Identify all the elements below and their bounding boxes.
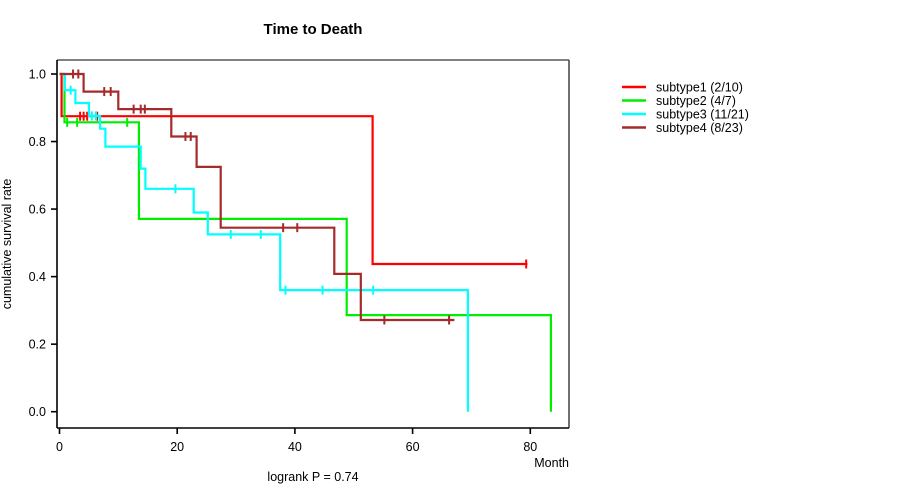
x-tick-label: 20 [170, 440, 184, 454]
y-tick-label: 0.8 [29, 135, 46, 149]
y-tick-label: 0.0 [29, 405, 46, 419]
legend-label: subtype1 (2/10) [656, 80, 743, 94]
legend-label: subtype3 (11/21) [656, 107, 749, 121]
y-axis-label: cumulative survival rate [0, 179, 14, 310]
plot-frame [56, 59, 570, 429]
survival-curve-subtype2 [59, 72, 553, 412]
x-tick-label: 0 [56, 440, 63, 454]
y-tick-label: 1.0 [29, 67, 46, 81]
x-tick-label: 80 [523, 440, 537, 454]
y-tick-label: 0.6 [29, 202, 46, 216]
legend: subtype1 (2/10)subtype2 (4/7)subtype3 (1… [622, 80, 749, 135]
series-curves [59, 69, 553, 412]
survival-curve-subtype1 [59, 72, 528, 266]
x-tick-label: 60 [406, 440, 420, 454]
legend-label: subtype2 (4/7) [656, 94, 736, 108]
y-tick-label: 0.4 [29, 270, 46, 284]
chart-title: Time to Death [264, 21, 363, 38]
x-tick-label: 40 [288, 440, 302, 454]
x-axis-label: Month [534, 456, 569, 470]
survival-curve-subtype3 [59, 72, 469, 412]
survival-curve-subtype4 [59, 72, 455, 322]
x-axis: 0 20 40 60 80 [56, 428, 537, 454]
logrank-footnote: logrank P = 0.74 [267, 470, 358, 484]
y-axis: 0.0 0.2 0.4 0.6 0.8 1.0 [29, 67, 57, 419]
y-tick-label: 0.2 [29, 337, 46, 351]
legend-label: subtype4 (8/23) [656, 121, 743, 135]
